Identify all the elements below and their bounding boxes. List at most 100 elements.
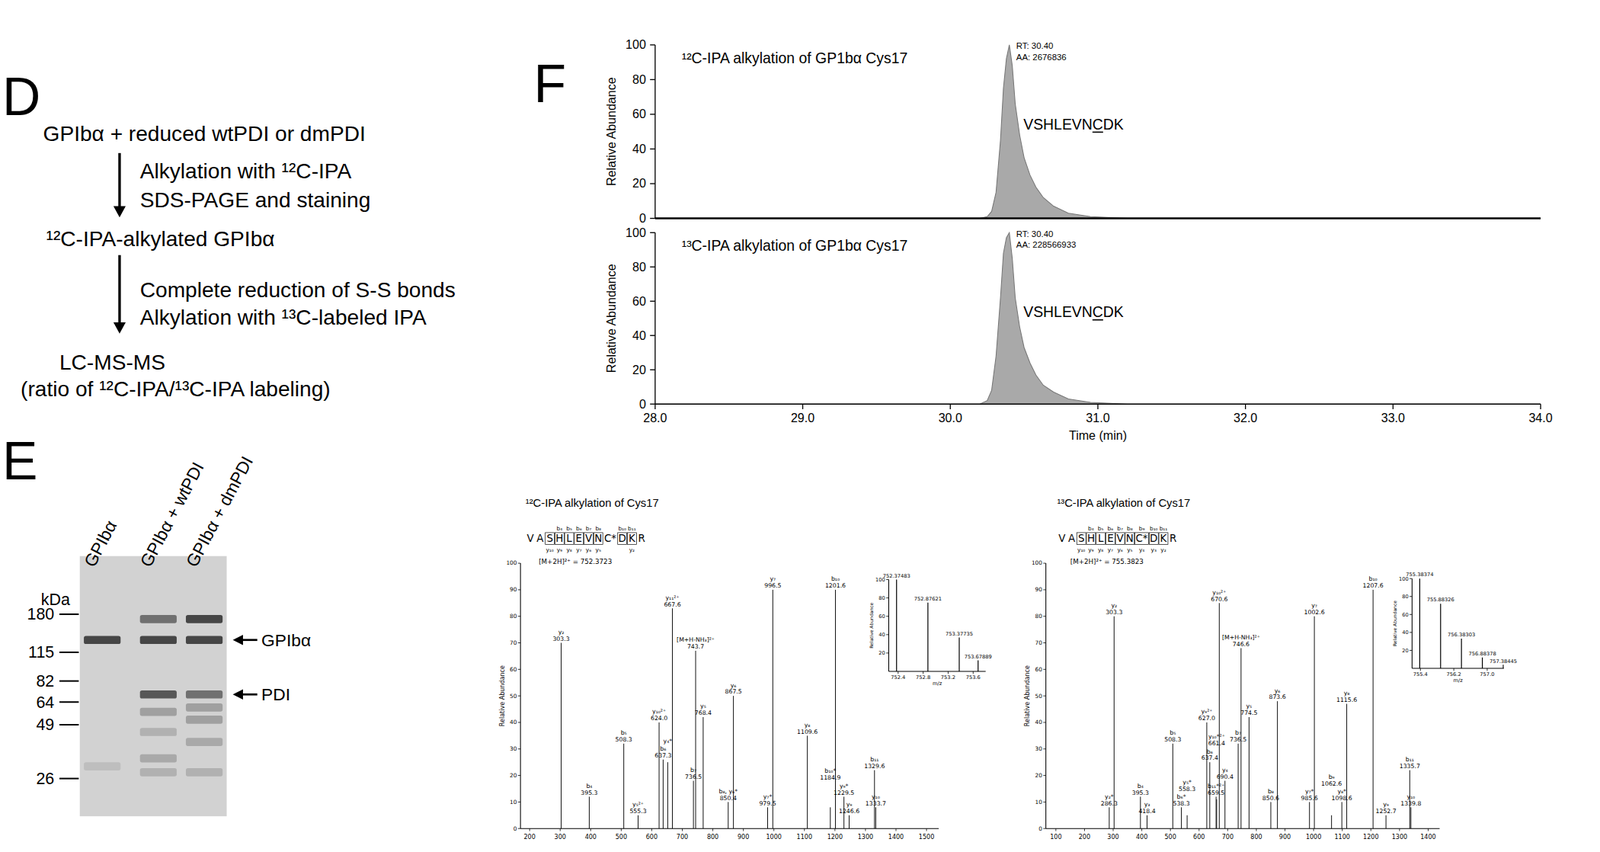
x-tick-label: 30.0 <box>938 410 963 425</box>
y-tick-label: 30 <box>509 745 518 752</box>
b-ion-label: b₄ <box>1088 524 1095 532</box>
chart-title: ¹²C-IPA alkylation of Cys17 <box>525 496 660 509</box>
chart-title: ¹³C-IPA alkylation of GP1bα Cys17 <box>681 236 909 254</box>
y-tick-label: 30 <box>1035 745 1044 752</box>
ion-label: b₁₁ <box>1405 755 1415 763</box>
peak-label: b₉1062.6 <box>1321 773 1342 788</box>
y-tick <box>649 369 656 371</box>
b-ion-label: b₇ <box>585 524 592 532</box>
ion-label: y₅ <box>700 702 707 710</box>
peak-label: y₉1246.6 <box>838 800 860 815</box>
flow-action: Alkylation with ¹³C-labeled IPA <box>140 305 427 330</box>
y-tick <box>1409 595 1412 597</box>
peak <box>1419 578 1421 669</box>
peak <box>1238 743 1239 829</box>
peptide: DK <box>1103 303 1124 320</box>
peak <box>1481 657 1483 669</box>
chart-title: ¹³C-IPA alkylation of Cys17 <box>1056 496 1191 509</box>
peak-label: 753.67889 <box>964 653 992 660</box>
y-tick <box>886 597 889 599</box>
x-axis-label: Time (min) <box>1068 428 1127 442</box>
x-tick <box>742 828 744 831</box>
ion-label: y₇* <box>1305 787 1315 795</box>
peak-label: y₉²⁺627.0 <box>1198 707 1216 722</box>
mz-label: 1339.8 <box>1400 800 1421 807</box>
x-tick-label: 1300 <box>857 833 874 841</box>
y-tick-label: 90 <box>1035 585 1044 593</box>
y-tick-label: 40 <box>1401 629 1409 636</box>
y-tick <box>1043 828 1046 829</box>
peak-label: b₆637.3 <box>654 745 672 759</box>
y-tick-label: 0 <box>639 211 647 225</box>
ion-label: [M+H-NH₃]²⁺ <box>1222 633 1261 641</box>
ion-label: y₁₀²⁺ <box>652 707 666 715</box>
y-ion-label: y₇ <box>576 546 582 554</box>
x-tick-label: 756.2 <box>1446 671 1462 678</box>
y-ion-label: y₉ <box>556 546 563 554</box>
gel-band <box>83 761 121 771</box>
isotope-inset: 20406080100755.4756.2757.0Relative Abund… <box>1392 571 1517 684</box>
peak <box>767 806 768 829</box>
figure: DGPIbα + reduced wtPDI or dmPDI¹²C-IPA-a… <box>0 0 1600 852</box>
peak-label: y₆867.5 <box>725 681 743 696</box>
flow-arrowhead <box>113 322 126 334</box>
peptide: C <box>1092 115 1104 133</box>
ion-label: b₄ <box>585 782 592 790</box>
marker-tick <box>59 700 79 703</box>
x-tick <box>802 403 804 410</box>
residue: L <box>566 532 573 544</box>
ms-spectrum: ¹²C-IPA alkylation of Cys17VASy₁₀Hb₄y₉Lb… <box>499 496 939 840</box>
ion-label: y₈ <box>1344 689 1351 697</box>
b-ion-label: b₇ <box>1116 524 1124 532</box>
y-ion-label: y₁₀ <box>545 546 554 554</box>
residue-box <box>1148 532 1159 544</box>
peak-label: y₅*558.3 <box>1178 778 1196 793</box>
residue-box <box>627 532 637 544</box>
chromatogram: F020406080100Relative Abundance¹²C-IPA a… <box>534 37 1542 225</box>
x-tick <box>895 828 896 831</box>
residue: S <box>1078 532 1085 544</box>
ion-label: y₆ <box>1274 687 1281 695</box>
x-tick <box>1055 828 1056 831</box>
b-ion-label: b₆ <box>576 524 583 532</box>
y-tick <box>1043 668 1046 670</box>
peak <box>896 579 897 672</box>
peak-label: 755.88326 <box>1427 596 1455 603</box>
mz-label: 774.5 <box>1240 709 1258 717</box>
b-ion-label: b₈ <box>595 524 602 532</box>
b-ion-label: b₆ <box>1107 524 1114 532</box>
mz-label: 736.5 <box>684 773 702 781</box>
y-tick <box>1043 801 1046 803</box>
y-tick-label: 90 <box>509 585 518 593</box>
mz-label: 755.88326 <box>1427 596 1455 603</box>
mz-label: 867.5 <box>725 688 743 695</box>
peak-label: b₁₀1207.6 <box>1363 575 1384 589</box>
x-axis <box>888 670 986 672</box>
y-axis-label: Relative Abundance <box>499 665 506 727</box>
x-tick <box>922 671 924 674</box>
residue: A <box>1068 532 1076 544</box>
mz-label: 395.3 <box>580 789 598 797</box>
panel-label: E <box>2 431 38 491</box>
y-tick-label: 80 <box>1035 612 1044 620</box>
residue: A <box>536 532 544 544</box>
y-tick-label: 60 <box>632 294 647 308</box>
band-label: PDI <box>261 684 291 704</box>
y-axis-label: Relative Abundance <box>604 76 618 186</box>
x-tick-label: 500 <box>615 833 628 841</box>
y-tick <box>649 300 656 302</box>
x-tick <box>1486 668 1488 671</box>
x-axis <box>520 828 939 829</box>
y-tick <box>1043 615 1046 617</box>
y-ion-label: y₄ <box>1139 546 1145 554</box>
peak <box>772 589 774 829</box>
x-tick <box>560 828 561 831</box>
mz-label: 736.5 <box>1229 736 1247 743</box>
y-tick-label: 40 <box>878 631 886 638</box>
x-tick-label: 400 <box>1136 833 1148 841</box>
y-tick <box>886 633 889 635</box>
mz-label: 985.6 <box>1301 794 1319 802</box>
mz-label: 395.3 <box>1132 789 1149 797</box>
ion-label: y₉* <box>839 782 849 790</box>
y-tick-label: 40 <box>1035 718 1044 726</box>
